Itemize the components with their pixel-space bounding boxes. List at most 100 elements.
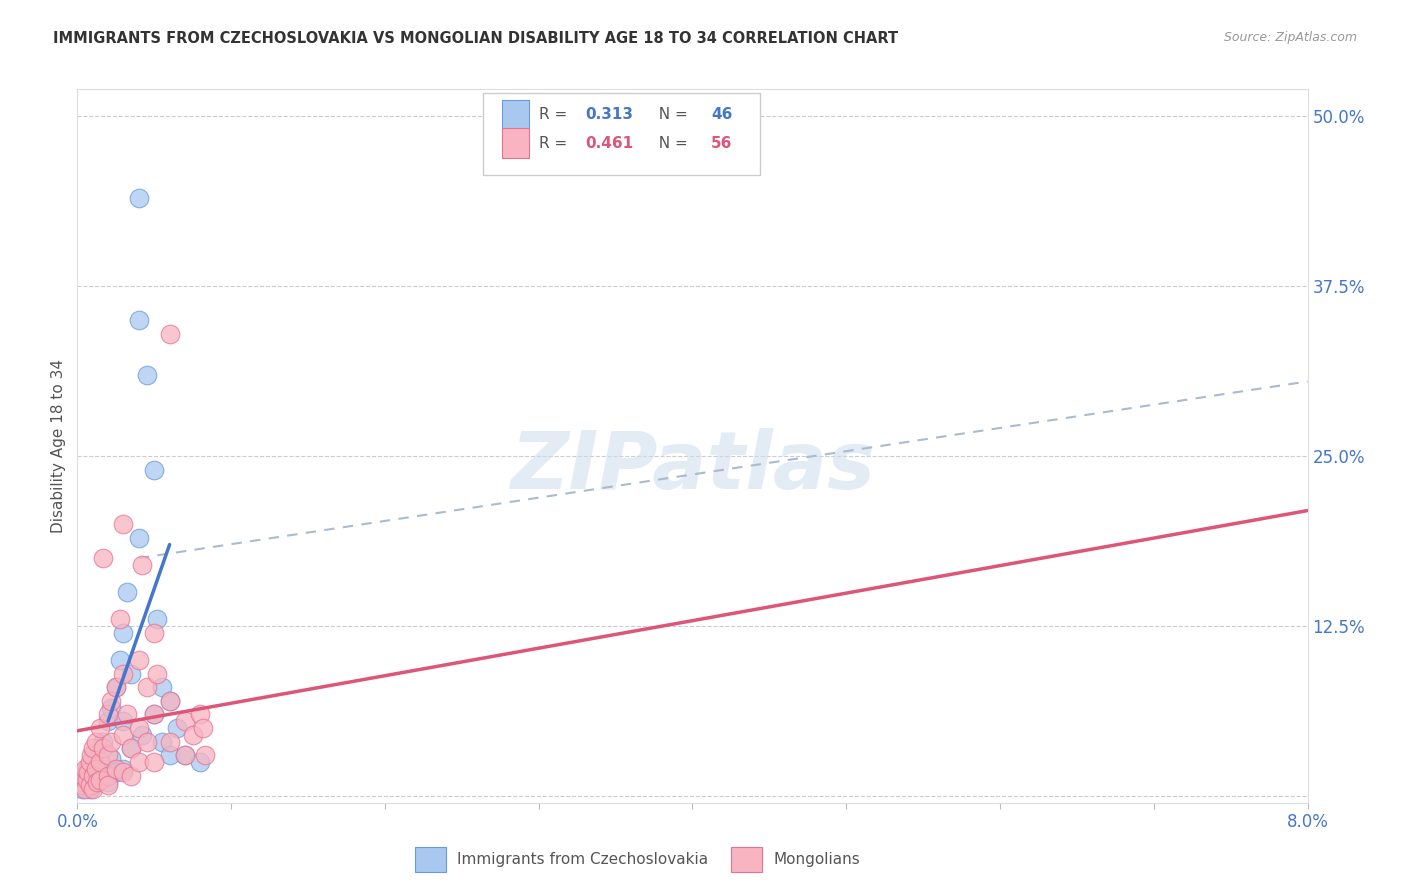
Point [181,728,204,742]
Point [93,734,115,748]
Point [159,748,181,763]
Point [128,313,150,327]
Text: 0.313: 0.313 [585,107,634,122]
Point [76,772,98,787]
Point [190,755,212,769]
Point [70,782,93,797]
Point [73,782,96,797]
Point [194,748,217,763]
Point [82,778,104,792]
Point [143,626,166,640]
Point [174,748,197,763]
Point [143,707,166,722]
Text: R =: R = [538,136,572,151]
Point [174,714,197,729]
Bar [502,100,529,130]
Point [131,558,153,572]
Point [112,517,135,532]
Bar [502,128,529,159]
Point [93,551,115,566]
Text: IMMIGRANTS FROM CZECHOSLOVAKIA VS MONGOLIAN DISABILITY AGE 18 TO 34 CORRELATION : IMMIGRANTS FROM CZECHOSLOVAKIA VS MONGOL… [53,31,898,46]
Point [150,734,173,748]
Point [193,721,215,735]
Point [110,653,132,667]
Point [82,782,104,797]
Point [135,368,157,382]
Text: 56: 56 [711,136,733,151]
Point [128,191,150,205]
Point [112,764,135,779]
Point [159,734,181,748]
Point [146,666,169,681]
Point [159,694,181,708]
Text: Source: ZipAtlas.com: Source: ZipAtlas.com [1223,31,1357,45]
Point [89,741,111,756]
Point [166,721,188,735]
Point [79,778,101,792]
Point [159,694,181,708]
Point [120,666,142,681]
Point [104,762,127,776]
Point [112,714,135,729]
Point [150,680,173,694]
Text: 46: 46 [711,107,733,122]
Point [112,666,135,681]
Point [73,769,96,783]
Point [120,769,142,783]
Point [82,769,104,783]
Point [77,772,100,787]
Point [120,741,142,756]
Point [112,762,135,776]
Point [128,531,150,545]
Point [97,748,120,763]
Y-axis label: Disability Age 18 to 34: Disability Age 18 to 34 [51,359,66,533]
Point [97,707,120,722]
Point [115,707,138,722]
Point [143,707,166,722]
Point [79,764,101,779]
Point [97,714,120,729]
Point [128,721,150,735]
Text: N =: N = [650,107,693,122]
Point [70,778,93,792]
Point [82,748,104,763]
Point [100,694,122,708]
Text: 0.461: 0.461 [585,136,634,151]
Point [97,775,120,789]
Point [159,326,181,341]
Point [100,700,122,714]
Point [76,762,98,776]
Point [104,764,127,779]
Point [73,778,96,792]
Point [86,775,108,789]
Point [100,751,122,765]
Point [80,755,103,769]
Point [97,778,120,792]
Point [174,748,197,763]
Point [89,755,111,769]
FancyBboxPatch shape [484,93,761,175]
Point [128,755,150,769]
Point [89,772,111,787]
Point [110,612,132,626]
Point [112,728,135,742]
Text: N =: N = [650,136,693,151]
Point [82,741,104,756]
Point [143,755,166,769]
Point [89,721,111,735]
Point [120,741,142,756]
Point [86,775,108,789]
Point [73,762,96,776]
Point [89,772,111,787]
Point [69,775,91,789]
Point [79,782,101,797]
Text: Mongolians: Mongolians [773,853,860,867]
Point [190,707,212,722]
Point [93,741,115,756]
Point [77,764,100,779]
Text: Immigrants from Czechoslovakia: Immigrants from Czechoslovakia [457,853,709,867]
Point [131,728,153,742]
Point [84,762,107,776]
Point [104,680,127,694]
Point [97,769,120,783]
